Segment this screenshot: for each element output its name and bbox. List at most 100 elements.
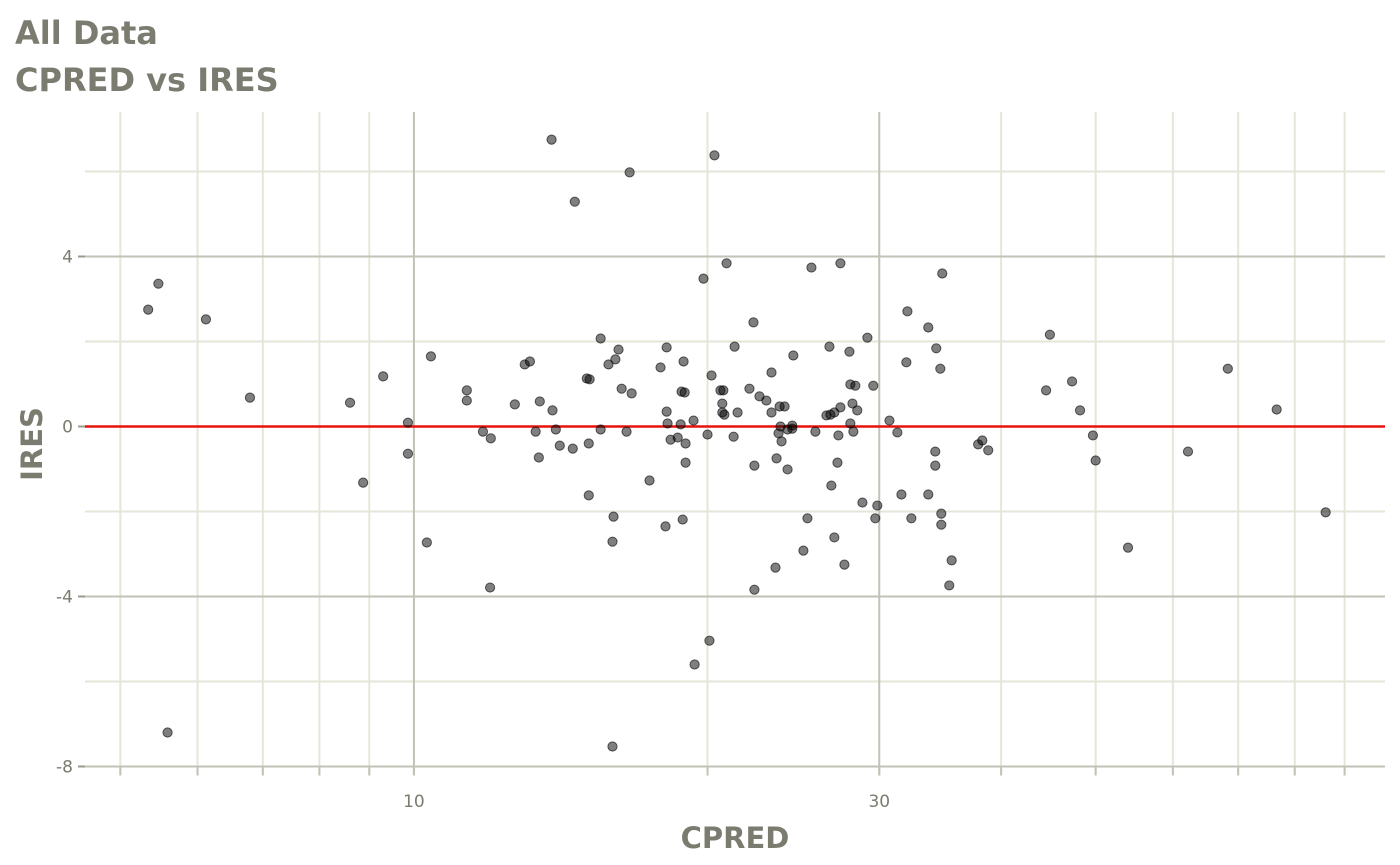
data-point [872, 500, 883, 511]
data-point [766, 367, 777, 378]
data-point [662, 418, 673, 429]
data-point [931, 343, 942, 354]
data-point [1122, 542, 1134, 553]
data-point [718, 385, 729, 396]
data-point [896, 489, 907, 500]
data-point [977, 435, 988, 446]
data-point [530, 426, 541, 437]
data-point [749, 584, 760, 595]
data-point [200, 314, 212, 325]
chart-subtitle: CPRED vs IRES [15, 61, 279, 99]
data-point [944, 580, 955, 591]
data-point [358, 477, 369, 488]
data-point [547, 405, 558, 416]
data-point [344, 397, 356, 408]
data-point [554, 440, 565, 451]
data-point [719, 409, 730, 420]
data-point [810, 426, 821, 437]
data-point [839, 559, 850, 570]
data-point [477, 426, 489, 437]
data-point [567, 443, 578, 454]
data-point [704, 635, 715, 646]
data-point [771, 453, 782, 464]
data-point [569, 196, 580, 207]
data-point [672, 432, 683, 443]
data-point [1320, 507, 1331, 518]
data-point [702, 429, 713, 440]
data-point [626, 388, 637, 399]
data-point [766, 407, 777, 418]
data-point [533, 452, 544, 463]
data-point [923, 489, 934, 500]
data-point [661, 342, 672, 353]
data-point [1087, 430, 1099, 441]
axis-ticks: 10 30 -8 -4 0 4 [56, 248, 1346, 812]
data-point [857, 497, 868, 508]
data-point [162, 727, 173, 738]
data-point [509, 399, 520, 410]
data-point [607, 536, 618, 547]
data-point [835, 258, 846, 269]
data-point [644, 475, 655, 486]
data-point [677, 514, 688, 525]
data-point [378, 371, 389, 382]
data-point [770, 562, 781, 573]
data-point [930, 460, 941, 471]
y-axis-title: IRES [15, 407, 49, 481]
data-point [835, 402, 846, 413]
data-point [603, 359, 614, 370]
data-point [848, 426, 859, 437]
data-point [833, 430, 844, 441]
data-point [937, 268, 948, 279]
data-point [868, 380, 879, 391]
data-point [678, 356, 689, 367]
data-point [461, 395, 472, 406]
chart-title: All Data [15, 14, 158, 52]
data-point [717, 398, 728, 409]
data-point [901, 357, 912, 368]
data-point [1182, 446, 1194, 457]
data-point [421, 537, 432, 548]
data-point [595, 424, 606, 435]
data-point [485, 433, 496, 444]
data-point [709, 150, 720, 161]
data-point [776, 436, 787, 447]
data-point [1066, 376, 1078, 387]
data-point [461, 385, 472, 396]
data-point [1044, 329, 1055, 340]
data-point [852, 405, 863, 416]
data-point [583, 490, 594, 501]
y-tick-label: 4 [62, 248, 73, 268]
data-point [946, 555, 957, 566]
data-point [607, 741, 618, 752]
data-point [761, 395, 772, 406]
data-point [749, 460, 760, 471]
data-points [143, 134, 1331, 752]
data-point [850, 380, 861, 391]
data-point [847, 398, 858, 409]
data-point [983, 445, 994, 456]
data-point [884, 415, 895, 426]
data-point [655, 362, 666, 373]
data-point [608, 511, 619, 522]
data-point [824, 341, 835, 352]
data-point [862, 332, 873, 343]
data-point [728, 431, 739, 442]
data-point [744, 383, 755, 394]
data-point [748, 317, 759, 328]
data-point [721, 258, 732, 269]
data-point [679, 387, 690, 398]
data-point [584, 374, 595, 385]
data-point [1074, 405, 1086, 416]
data-point [244, 392, 256, 403]
data-point [524, 356, 536, 367]
data-point [936, 508, 947, 519]
data-point [936, 519, 947, 530]
data-point [829, 532, 840, 543]
data-point [802, 513, 813, 524]
data-point [1090, 455, 1101, 466]
data-point [595, 333, 606, 344]
data-point [402, 448, 414, 459]
data-point [935, 363, 946, 374]
